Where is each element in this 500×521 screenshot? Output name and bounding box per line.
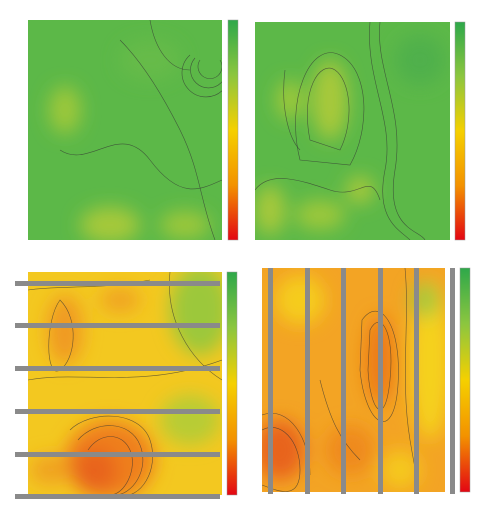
- heatmap-panel: [255, 22, 450, 240]
- heatmap-panel: [262, 268, 455, 494]
- colorbar: [454, 21, 466, 241]
- colorbar: [459, 267, 471, 493]
- colorbar: [226, 271, 238, 496]
- heatmap-panel: [28, 20, 222, 240]
- overlay-bars: [268, 268, 455, 494]
- colorbar: [227, 19, 239, 241]
- colorbars: [226, 19, 471, 496]
- heatmap-panel: [15, 272, 222, 499]
- overlay-bars: [15, 281, 220, 499]
